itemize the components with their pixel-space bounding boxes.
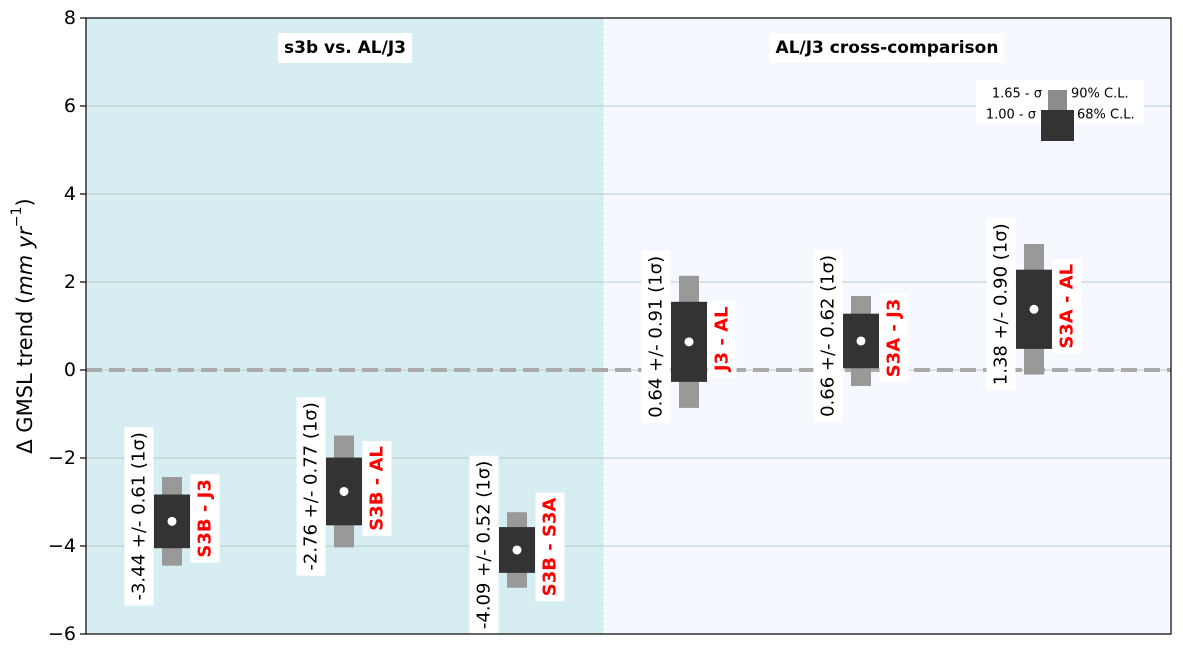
trend-group: 0.66 +/- 0.62 (1σ) S3A - J3: [813, 250, 909, 422]
y-tick-label: −2: [48, 447, 76, 469]
value-label: 1.38 +/- 0.90 (1σ): [991, 223, 1012, 385]
value-label-box: [469, 455, 499, 635]
trend-group: -3.44 +/- 0.61 (1σ) S3B - J3: [124, 427, 220, 606]
pair-label: S3B - AL: [367, 446, 388, 531]
value-label: 0.64 +/- 0.91 (1σ): [646, 256, 667, 418]
pair-label-group: S3B - S3A: [535, 492, 565, 602]
legend-inner-left: 1.00 - σ: [986, 108, 1036, 123]
y-tick-label: 6: [64, 95, 76, 117]
plot-frame: [85, 17, 1172, 635]
y-tick-label: 2: [64, 271, 76, 293]
right-panel-title-box: [769, 33, 1005, 63]
trend-group: -4.09 +/- 0.52 (1σ) S3B - S3A: [469, 455, 565, 635]
left-panel-title-group: s3b vs. AL/J3: [278, 33, 412, 63]
pair-label-group: S3B - J3: [190, 474, 220, 563]
value-label: 0.66 +/- 0.62 (1σ): [818, 255, 839, 417]
y-tick-label: 8: [64, 7, 76, 29]
pair-label: S3B - J3: [195, 479, 216, 557]
y-tick-label: 0: [64, 359, 76, 381]
left-panel-title: s3b vs. AL/J3: [284, 38, 406, 58]
value-label-group: 1.38 +/- 0.90 (1σ): [986, 218, 1016, 391]
pair-label-box: [1052, 258, 1082, 354]
trend-point: [856, 336, 866, 346]
value-label-box: [296, 397, 326, 576]
trend-point: [1029, 304, 1039, 314]
value-label-box: [641, 250, 671, 423]
pair-label-box: [707, 301, 737, 379]
trend-point: [512, 545, 522, 555]
trend-group: 0.64 +/- 0.91 (1σ) J3 - AL: [641, 250, 737, 423]
right-panel-title-group: AL/J3 cross-comparison: [769, 33, 1005, 63]
pair-label-box: [362, 441, 392, 536]
legend-outer-swatch: [1048, 90, 1067, 110]
confidence-legend: 1.65 - σ 90% C.L. 1.00 - σ 68% C.L.: [976, 80, 1144, 141]
pair-label: S3A - AL: [1057, 264, 1078, 349]
value-label: -4.09 +/- 0.52 (1σ): [474, 461, 495, 629]
trend-point: [167, 516, 177, 526]
value-label: -2.76 +/- 0.77 (1σ): [301, 402, 322, 570]
legend-inner-swatch: [1041, 110, 1074, 141]
y-tick-label: −4: [48, 535, 76, 557]
value-label-group: -2.76 +/- 0.77 (1σ): [296, 397, 326, 576]
value-label-group: -3.44 +/- 0.61 (1σ): [124, 427, 154, 606]
y-axis-label: Δ GMSL trend (mm yr−1): [9, 198, 37, 453]
value-label-box: [986, 218, 1016, 391]
pair-label-box: [879, 293, 909, 383]
trend-point: [339, 486, 349, 496]
legend-inner-right: 68% C.L.: [1077, 108, 1135, 123]
value-label-group: 0.64 +/- 0.91 (1σ): [641, 250, 671, 423]
pair-label: S3A - J3: [884, 299, 905, 378]
value-label-group: -4.09 +/- 0.52 (1σ): [469, 455, 499, 635]
left-panel-title-box: [278, 33, 412, 63]
legend-outer-right: 90% C.L.: [1071, 87, 1129, 102]
value-label: -3.44 +/- 0.61 (1σ): [129, 432, 150, 600]
pair-label: S3B - S3A: [540, 498, 561, 597]
pair-label-group: S3A - J3: [879, 293, 909, 383]
y-tick-label: −6: [48, 623, 76, 645]
y-tick-label: 4: [64, 183, 76, 205]
trend-group: -2.76 +/- 0.77 (1σ) S3B - AL: [296, 397, 392, 576]
pair-label-box: [190, 474, 220, 563]
trend-point: [684, 337, 694, 347]
pair-label-group: S3B - AL: [362, 441, 392, 536]
trend-group: 1.38 +/- 0.90 (1σ) S3A - AL: [986, 218, 1082, 391]
pair-label-box: [535, 492, 565, 602]
right-panel-title: AL/J3 cross-comparison: [776, 38, 999, 58]
pair-label-group: J3 - AL: [707, 301, 737, 379]
trend-marks: -3.44 +/- 0.61 (1σ) S3B - J3 -2.76 +/- 0.7…: [124, 218, 1082, 635]
legend-outer-left: 1.65 - σ: [992, 87, 1042, 102]
panel-titles: s3b vs. AL/J3 AL/J3 cross-comparison: [278, 33, 1005, 63]
pair-label-group: S3A - AL: [1052, 258, 1082, 354]
value-label-group: 0.66 +/- 0.62 (1σ): [813, 250, 843, 422]
y-axis-ticks: −6 −4 −2 0 2 4 6 8: [48, 7, 86, 645]
value-label-box: [124, 427, 154, 606]
value-label-box: [813, 250, 843, 422]
pair-label: J3 - AL: [712, 307, 733, 374]
